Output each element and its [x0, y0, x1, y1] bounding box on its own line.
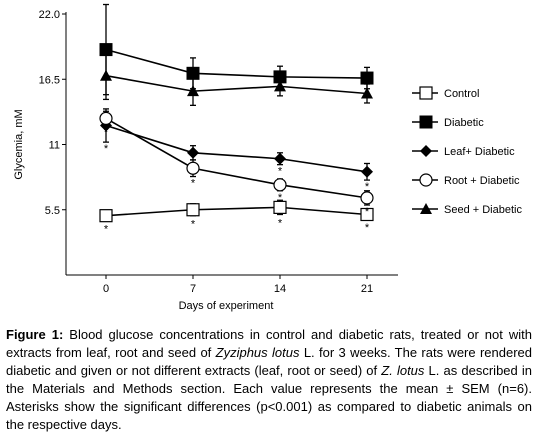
legend-marker	[420, 203, 432, 214]
data-point	[99, 209, 113, 223]
data-point	[360, 207, 374, 222]
significance-star: *	[104, 223, 109, 235]
data-point	[360, 191, 374, 205]
line-chart: 5.5 11 16.5 22.0 0 7 14 21 Days of experiment Gly…	[13, 3, 522, 312]
series-line	[105, 74, 368, 95]
x-tick-label: 14	[274, 283, 286, 295]
marker-shape	[274, 152, 286, 165]
significance-star: *	[365, 206, 370, 218]
figure-caption: Figure 1: Blood glucose concentrations i…	[6, 326, 532, 434]
caption-species-short: Z. lotus	[381, 363, 425, 378]
data-point	[273, 178, 287, 192]
marker-shape	[186, 161, 200, 175]
data-point	[187, 146, 199, 159]
caption-species: Zyziphus lotus	[215, 345, 300, 360]
significance-star: *	[278, 192, 283, 204]
data-point	[187, 85, 199, 97]
x-tick-label: 7	[190, 283, 196, 295]
data-point	[274, 80, 286, 92]
significance-star: *	[104, 127, 109, 139]
significance-star: *	[278, 217, 283, 229]
significance-star: *	[365, 181, 370, 193]
legend-label: Seed + Diabetic	[444, 204, 522, 216]
data-point	[274, 152, 286, 165]
marker-shape	[419, 86, 433, 100]
data-point	[99, 111, 113, 126]
series-line	[105, 124, 368, 173]
series-line	[105, 48, 368, 79]
marker-shape	[361, 87, 373, 99]
data-point	[186, 203, 200, 217]
series-line	[105, 117, 368, 199]
legend-marker	[419, 86, 433, 100]
x-tick-label: 0	[103, 283, 109, 295]
marker-shape	[419, 173, 433, 187]
marker-shape	[361, 165, 373, 178]
data-point	[361, 165, 373, 178]
x-tick-label: 21	[361, 283, 373, 295]
x-axis-label: Days of experiment	[179, 300, 274, 312]
marker-shape	[360, 191, 374, 205]
data-point	[100, 69, 112, 81]
legend-label: Control	[444, 88, 479, 100]
y-tick-label: 11	[49, 140, 60, 152]
marker-shape	[273, 178, 287, 192]
legend-label: Root + Diabetic	[444, 175, 520, 187]
legend-label: Leaf+ Diabetic	[444, 146, 515, 158]
significance-star: *	[365, 222, 370, 234]
legend-marker	[419, 115, 433, 129]
caption-text: L. for 3 weeks. The rats were rendered d…	[6, 345, 532, 378]
data-point	[360, 71, 374, 85]
significance-star: *	[278, 166, 283, 178]
significance-star: *	[191, 178, 196, 190]
y-axis-label: Glycemia, mM	[13, 109, 25, 179]
data-point	[273, 200, 287, 214]
caption-text: Blood glucose concentrations in control …	[6, 327, 532, 360]
marker-shape	[419, 115, 433, 129]
y-tick-label: 16.5	[39, 74, 60, 86]
legend-marker	[420, 145, 432, 157]
marker-shape	[100, 69, 112, 81]
significance-star: *	[191, 219, 196, 231]
marker-shape	[360, 207, 374, 222]
caption-text: L. as described in the Materials and Met…	[6, 363, 533, 432]
caption-label: Figure 1:	[6, 327, 64, 342]
marker-shape	[274, 80, 286, 92]
y-tick-label: 5.5	[45, 205, 60, 217]
marker-shape	[99, 209, 113, 223]
data-point	[361, 87, 373, 99]
data-point	[186, 161, 200, 175]
y-tick-label: 22.0	[39, 9, 60, 21]
marker-shape	[360, 71, 374, 85]
legend-label: Diabetic	[444, 117, 484, 129]
marker-shape	[273, 200, 287, 214]
marker-shape	[420, 203, 432, 214]
marker-shape	[186, 203, 200, 217]
significance-star: *	[104, 143, 109, 155]
marker-shape	[187, 85, 199, 97]
marker-shape	[420, 145, 432, 157]
marker-shape	[187, 146, 199, 159]
legend-marker	[419, 173, 433, 187]
marker-shape	[99, 111, 113, 126]
series-line	[105, 206, 368, 217]
